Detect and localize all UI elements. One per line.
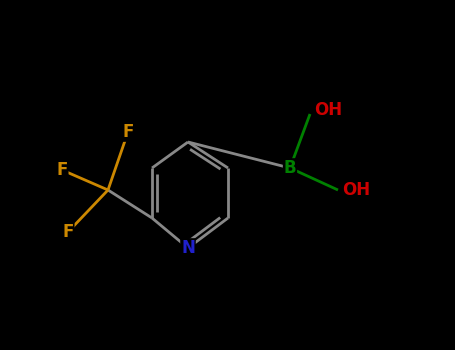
Text: B: B (283, 159, 296, 177)
Text: OH: OH (314, 101, 342, 119)
Text: F: F (122, 123, 134, 141)
Text: F: F (62, 223, 74, 241)
Text: F: F (56, 161, 68, 179)
Text: N: N (181, 239, 195, 257)
Text: OH: OH (342, 181, 370, 199)
